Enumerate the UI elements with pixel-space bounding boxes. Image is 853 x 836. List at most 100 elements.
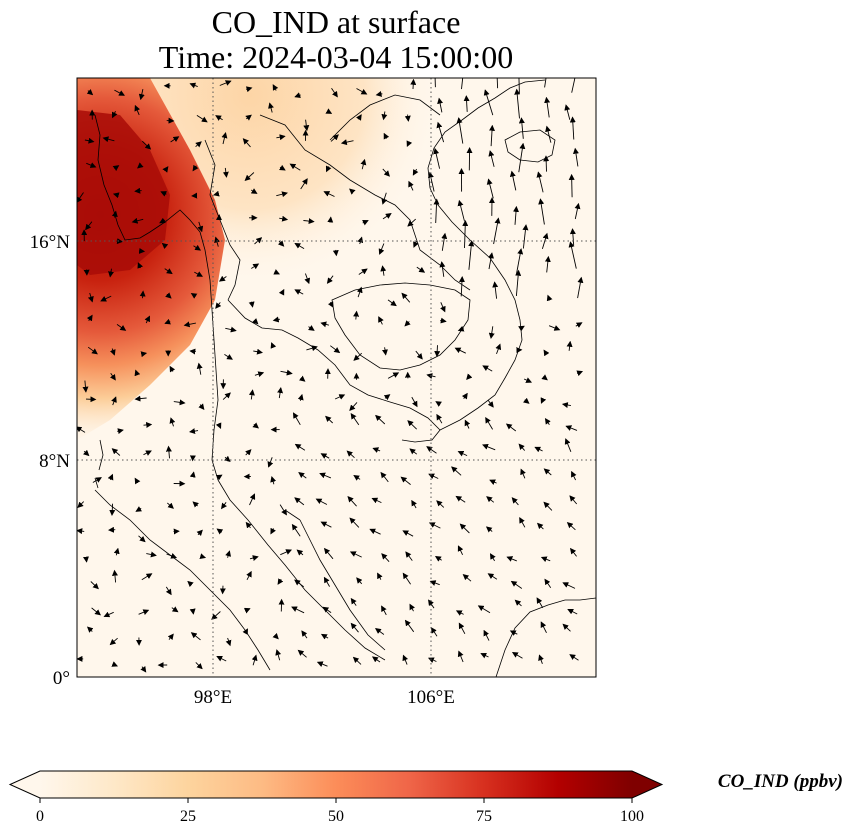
wind-vector-arrow xyxy=(166,502,174,509)
wind-vector-arrow xyxy=(167,633,174,641)
wind-vector-arrow xyxy=(441,232,448,251)
colorbar: 0 25 50 75 100 CO_IND (ppbv) xyxy=(8,770,843,825)
wind-vector-arrow xyxy=(350,412,360,426)
wind-vector-arrow xyxy=(109,372,116,381)
wind-vector-arrow xyxy=(320,321,330,328)
wind-vector-arrow xyxy=(562,623,571,632)
wind-vector-arrow xyxy=(514,599,522,607)
colorbar-tick-label-25: 25 xyxy=(180,808,196,825)
wind-vector-arrow xyxy=(304,273,311,285)
wind-vector-arrow xyxy=(111,111,118,119)
wind-vector-arrow xyxy=(483,89,494,116)
wind-vector-arrow xyxy=(520,468,526,479)
wind-vector-arrow xyxy=(548,325,561,331)
wind-vector-arrow xyxy=(381,111,388,121)
wind-vector-arrow xyxy=(576,370,584,377)
wind-vector-arrow xyxy=(410,78,417,90)
wind-vector-arrow xyxy=(411,396,418,408)
wind-vector-arrow xyxy=(381,347,388,356)
wind-vector-arrow xyxy=(566,522,576,531)
wind-vector-arrow xyxy=(319,472,332,479)
wind-vector-arrow xyxy=(189,608,196,615)
wind-vector-arrow xyxy=(543,155,550,172)
wind-vector-arrow xyxy=(544,417,551,425)
wind-vector-arrow xyxy=(171,606,179,613)
wind-vector-arrow xyxy=(569,495,578,505)
wind-vector-arrow xyxy=(433,198,440,224)
wind-vector-arrow xyxy=(331,88,338,98)
wind-vector-arrow xyxy=(242,138,251,148)
wind-vector-arrow xyxy=(161,242,169,250)
wind-vector-arrow xyxy=(477,605,491,614)
wind-vector-arrow xyxy=(378,316,384,325)
wind-vector-arrow xyxy=(434,345,441,358)
wind-vector-arrow xyxy=(192,164,199,172)
wind-vector-arrow xyxy=(409,448,418,455)
wind-vector-arrow xyxy=(440,302,446,313)
wind-vector-arrow xyxy=(216,528,224,535)
wind-vector-arrow xyxy=(505,423,517,432)
wind-vector-arrow xyxy=(350,622,359,633)
wind-vector-arrow xyxy=(456,117,464,144)
wind-vector-arrow xyxy=(434,555,442,562)
colorbar-tick-label-50: 50 xyxy=(328,808,344,825)
wind-vector-arrow xyxy=(433,147,441,169)
wind-vector-arrow xyxy=(458,276,465,297)
wind-vector-arrow xyxy=(565,425,578,431)
wind-vector-arrow xyxy=(320,521,332,528)
wind-vector-arrow xyxy=(134,187,142,194)
wind-vector-arrow xyxy=(427,657,437,663)
wind-vector-arrow xyxy=(131,217,144,224)
wind-vector-arrow xyxy=(221,132,228,145)
wind-vector-arrow xyxy=(280,549,293,556)
wind-vector-arrow xyxy=(277,578,284,585)
wind-vector-arrow xyxy=(189,471,196,478)
wind-vector-arrow xyxy=(306,345,318,352)
wind-vector-arrow xyxy=(436,500,445,508)
wind-vector-arrow xyxy=(90,581,99,590)
wind-vector-arrow xyxy=(196,362,203,375)
wind-vector-arrow xyxy=(325,165,332,173)
wind-vector-arrow xyxy=(435,401,442,407)
wind-vector-arrow xyxy=(272,316,280,323)
wind-vector-arrow xyxy=(272,632,279,640)
lon-tick-label-106: 106°E xyxy=(407,687,455,708)
wind-vector-arrow xyxy=(165,586,172,596)
wind-vector-arrow xyxy=(275,649,282,661)
wind-vector-arrow xyxy=(138,535,146,543)
wind-vector-arrow xyxy=(242,628,248,635)
wind-vector-arrow xyxy=(427,171,435,192)
wind-vector-arrow xyxy=(493,217,501,245)
wind-vector-arrow xyxy=(137,262,144,269)
wind-vector-arrow xyxy=(353,310,360,320)
wind-vector-arrow xyxy=(400,476,411,485)
wind-vector-arrow xyxy=(117,428,124,435)
wind-vector-arrow xyxy=(462,220,469,249)
wind-vector-arrow xyxy=(437,97,444,113)
wind-vector-arrow xyxy=(544,255,551,273)
wind-vector-arrow xyxy=(483,629,490,641)
colorbar-extend-low xyxy=(10,771,40,798)
coastline-peninsula-east xyxy=(299,519,386,651)
wind-vector-arrow xyxy=(509,170,517,191)
wind-vector-arrow xyxy=(277,387,284,399)
wind-vector-arrow xyxy=(189,348,196,355)
wind-vector-arrow xyxy=(296,549,304,556)
wind-vector-arrow xyxy=(495,343,502,355)
map-panel: 16°N 8°N 0° 98°E 106°E xyxy=(30,77,597,708)
wind-vector-arrow xyxy=(356,577,363,585)
wind-vector-arrow xyxy=(485,416,493,430)
wind-vector-arrow xyxy=(252,422,259,429)
wind-vector-arrow xyxy=(114,89,125,96)
wind-vector-arrow xyxy=(244,172,255,181)
wind-vector-arrow xyxy=(267,457,274,468)
wind-vector-arrow xyxy=(245,86,253,93)
wind-vector-arrow xyxy=(346,450,355,459)
wind-vector-arrow xyxy=(134,477,141,485)
wind-vector-arrow xyxy=(83,556,89,563)
wind-vector-arrow xyxy=(91,607,101,616)
wind-vector-arrow xyxy=(224,354,233,360)
wind-vector-arrow xyxy=(216,656,227,662)
wind-vector-arrow xyxy=(440,317,447,324)
lat-tick-label-16: 16°N xyxy=(30,232,71,253)
